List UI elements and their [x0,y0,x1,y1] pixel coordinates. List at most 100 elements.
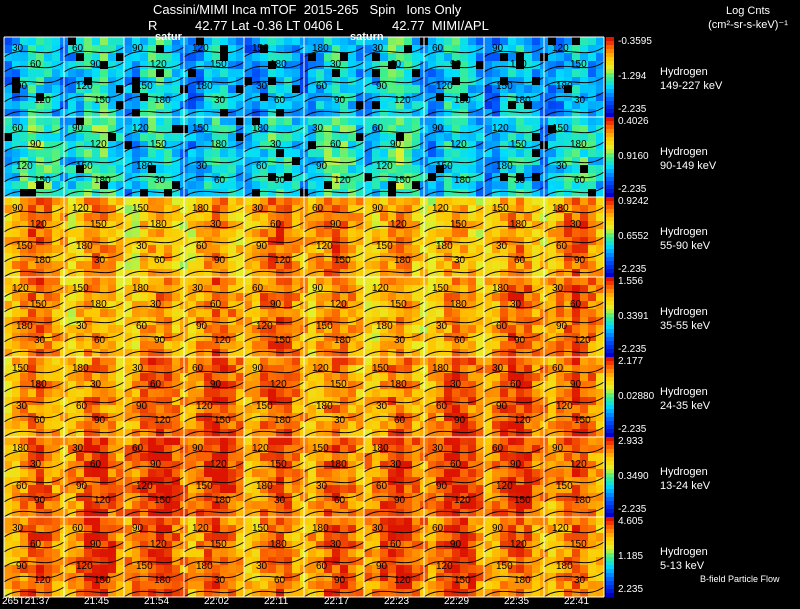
heatmap-cell [108,77,116,85]
heatmap-cell [436,285,444,293]
heatmap-cell [68,317,76,325]
heatmap-cell [124,61,132,69]
heatmap-cell [508,341,516,349]
heatmap-cell [516,277,524,285]
contour-label: 90 [496,401,508,412]
heatmap-cell [516,493,524,501]
heatmap-cell [468,197,476,205]
heatmap-cell [292,493,300,501]
heatmap-cell [476,357,484,365]
heatmap-cell [460,293,468,301]
heatmap-cell [220,181,228,189]
heatmap-cell [444,373,452,381]
heatmap-cell [548,237,556,245]
contour-label: 90 [492,43,504,54]
heatmap-cell [508,165,516,173]
contour-label: 150 [432,283,449,294]
heatmap-cell [204,437,212,445]
heatmap-cell [196,413,204,421]
contour-line [63,186,125,198]
heatmap-cell [132,205,140,213]
heatmap-cell [348,293,356,301]
heatmap-cell [172,189,180,197]
heatmap-cell [428,445,436,453]
heatmap-cell [532,245,540,253]
heatmap-cell [108,341,116,349]
heatmap-cell [260,293,268,301]
colorbar-segment [606,117,614,122]
heatmap-cell [524,165,532,173]
heatmap-cell [164,373,172,381]
heatmap-cell [500,181,508,189]
contour-label: 150 [12,363,29,374]
heatmap-cell [564,301,572,309]
heatmap-cell [404,333,412,341]
heatmap-cell [492,85,500,93]
heatmap-cell [236,397,244,405]
heatmap-cell [292,149,300,157]
heatmap-cell [236,165,244,173]
heatmap-cell [20,381,28,389]
heatmap-cell [564,205,572,213]
heatmap-cell [596,237,604,245]
heatmap-cell [116,405,124,413]
heatmap-cell [316,165,324,173]
heatmap-cell [4,477,12,485]
heatmap-cell [124,341,132,349]
heatmap-cell [268,365,276,373]
contour-line [483,316,545,328]
heatmap-cell [132,181,140,189]
heatmap-cell [164,245,172,253]
heatmap-cell [556,453,564,461]
heatmap-cell [124,93,132,101]
heatmap-cell [140,245,148,253]
heatmap-cell [108,101,116,109]
heatmap-cell [404,285,412,293]
heatmap-cell [156,229,164,237]
heatmap-cell [188,125,196,133]
contour-line [423,141,485,153]
heatmap-cell [100,133,108,141]
heatmap-cell [108,469,116,477]
heatmap-cell [484,389,492,397]
contour-label: 150 [192,123,209,134]
heatmap-cell [236,197,244,205]
heatmap-cell [140,381,148,389]
heatmap-cell [316,421,324,429]
heatmap-cell [148,109,156,117]
heatmap-cell [572,373,580,381]
heatmap-cell [284,333,292,341]
contour-label: 90 [94,415,106,426]
heatmap-cell [260,61,268,69]
heatmap-cell [12,357,20,365]
heatmap-cell [484,269,492,277]
heatmap-cell [452,437,460,445]
heatmap-cell [236,317,244,325]
heatmap-cell [4,157,12,165]
heatmap-cell [196,69,204,77]
colorbar-segment [606,369,614,374]
heatmap-cell [76,373,84,381]
heatmap-cell [260,485,268,493]
heatmap-gap-cell [236,85,244,93]
heatmap-cell [396,357,404,365]
heatmap-cell [396,365,404,373]
heatmap-cell [396,221,404,229]
contour-line [423,266,485,278]
heatmap-cell [508,501,516,509]
heatmap-cell [516,45,524,53]
heatmap-cell [364,397,372,405]
heatmap-cell [388,381,396,389]
heatmap-cell [444,477,452,485]
heatmap-cell [188,485,196,493]
heatmap-cell [36,149,44,157]
heatmap-cell [172,349,180,357]
heatmap-cell [396,477,404,485]
heatmap-cell [188,309,196,317]
heatmap-cell [172,501,180,509]
heatmap-cell [500,229,508,237]
heatmap-cell [460,453,468,461]
heatmap-cell [596,85,604,93]
heatmap-cell [44,205,52,213]
heatmap-cell [516,317,524,325]
